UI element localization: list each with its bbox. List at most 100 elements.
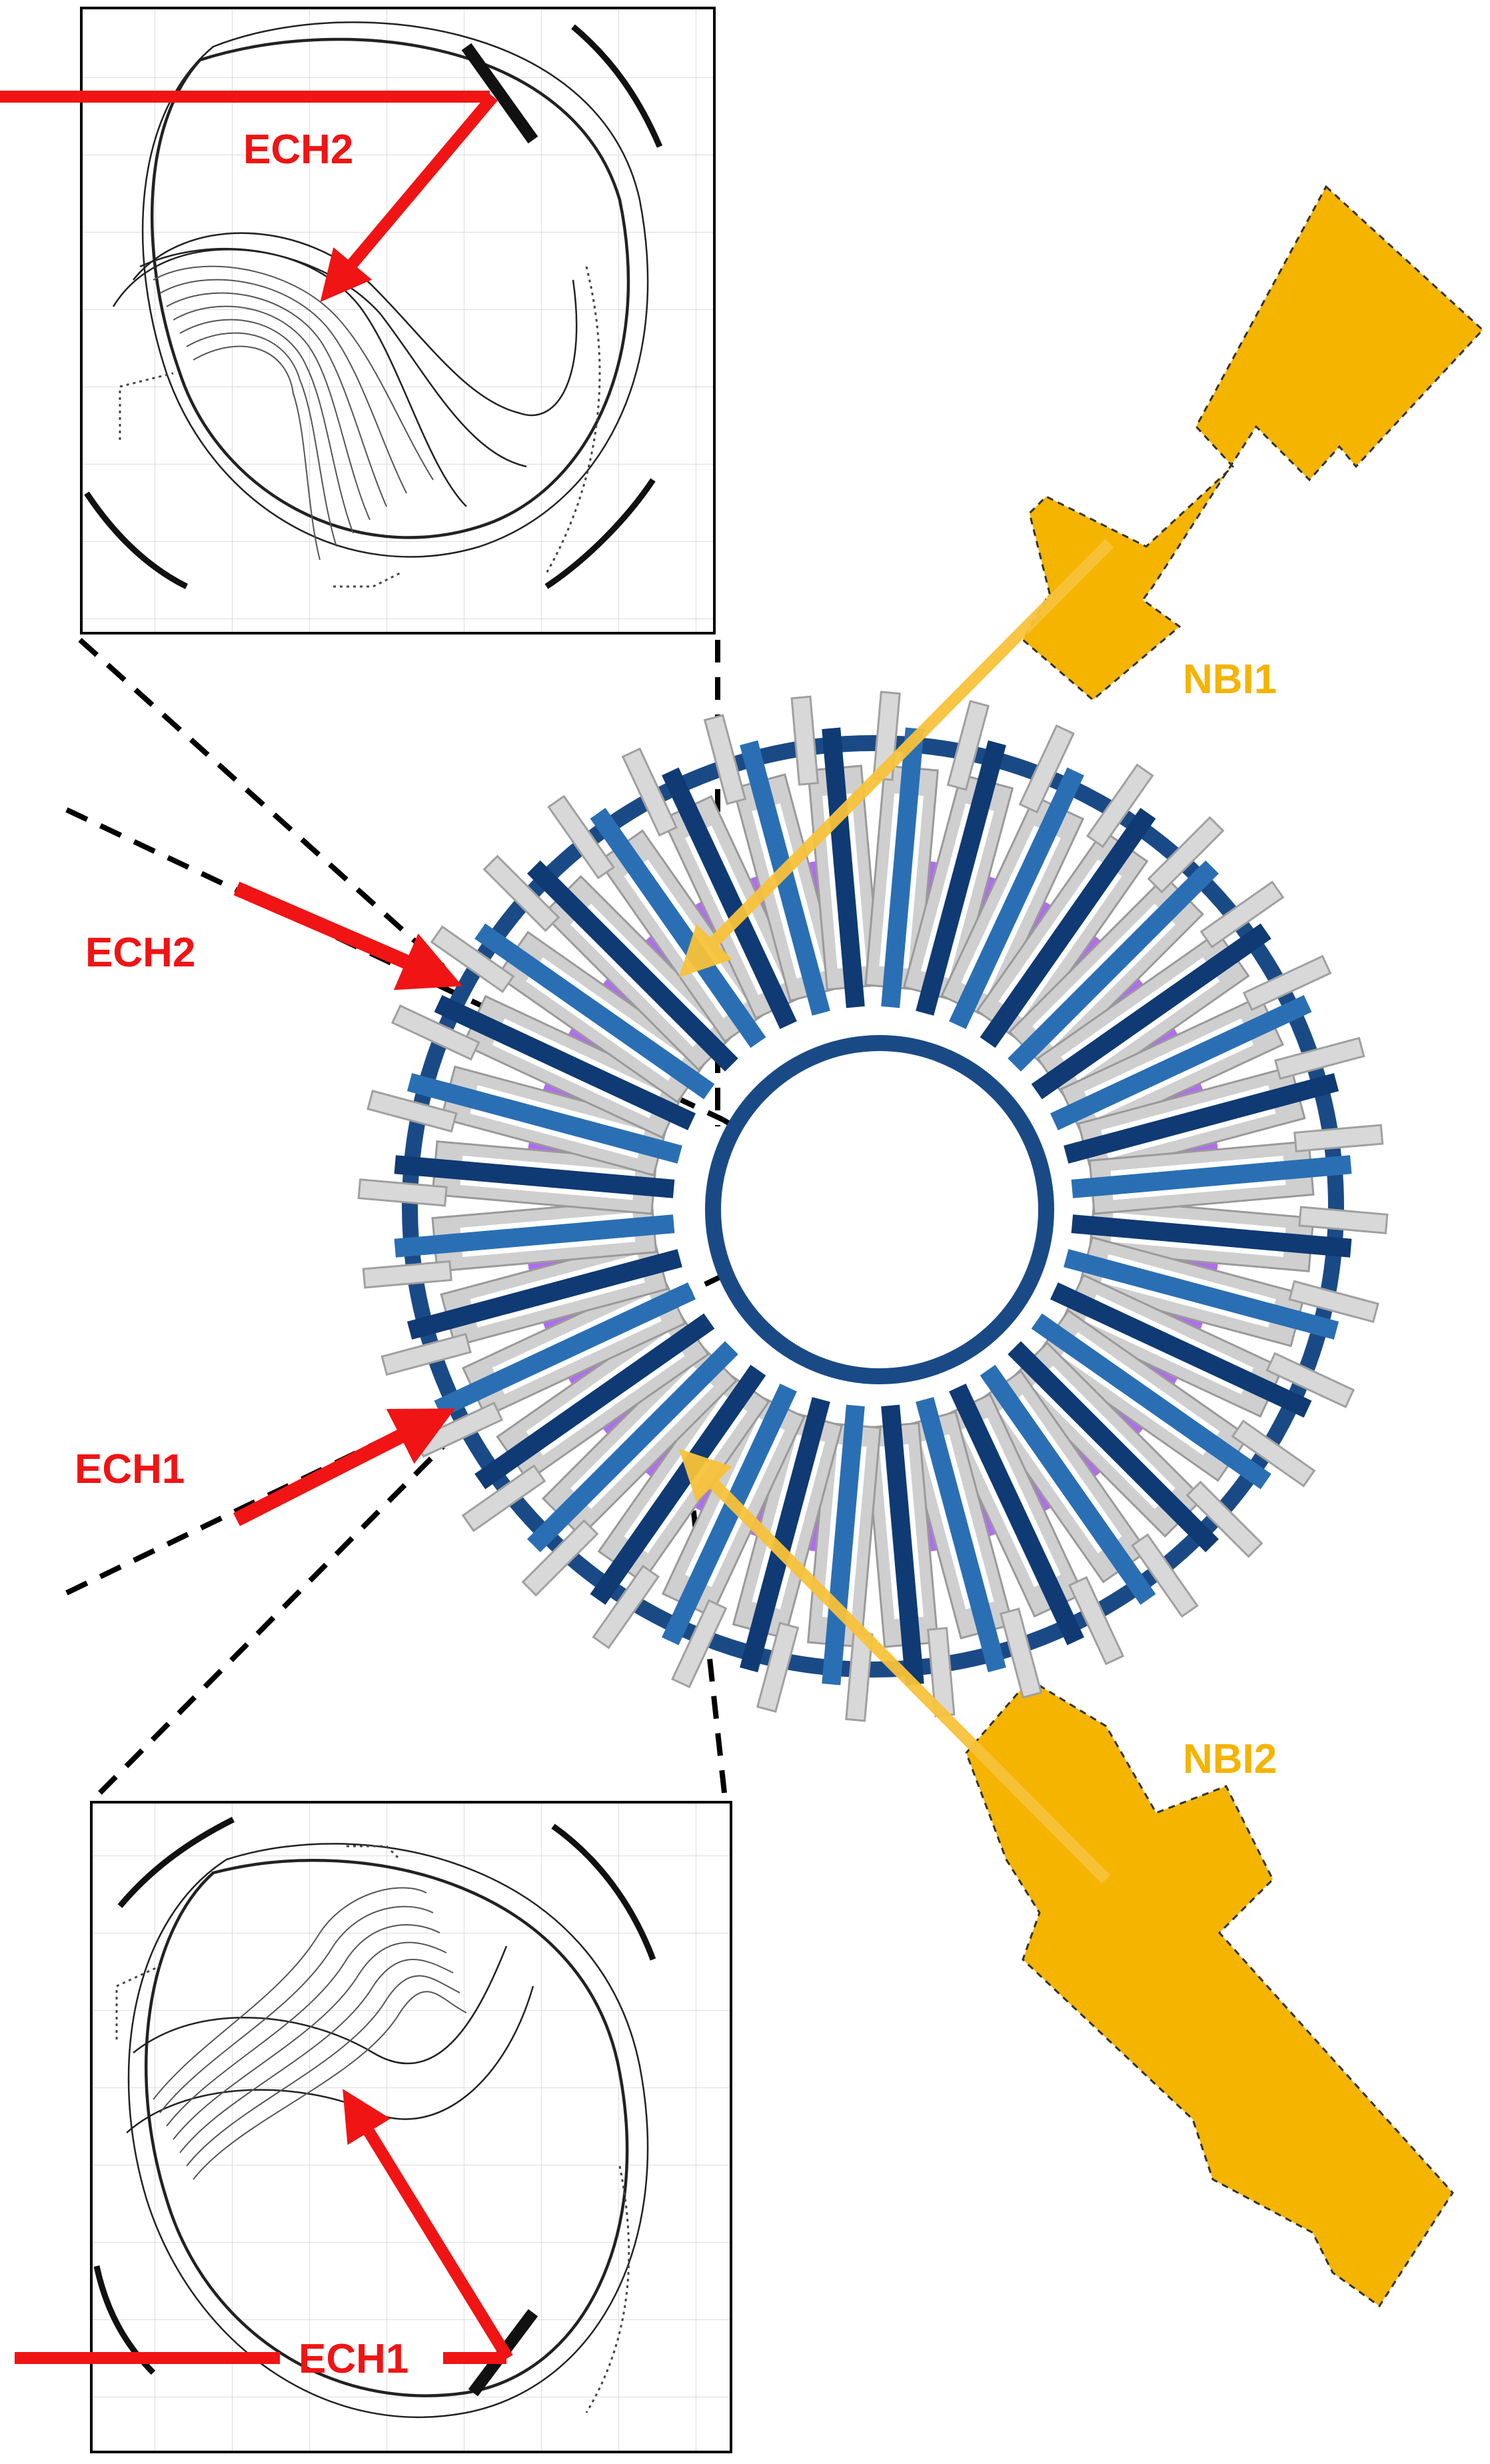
coil-fin xyxy=(756,1622,800,1713)
coil-fin xyxy=(790,695,819,786)
coil-bar xyxy=(662,1383,797,1646)
coil-bar xyxy=(881,1404,924,1686)
coil-fin xyxy=(592,1564,660,1650)
coil-bar xyxy=(526,1341,738,1553)
coil-fin xyxy=(1185,1480,1263,1558)
coil-layer xyxy=(357,690,1389,1722)
coil xyxy=(1008,816,1225,1072)
coil xyxy=(1031,880,1285,1104)
coil-fin xyxy=(946,700,990,791)
coil xyxy=(1031,1309,1316,1490)
bottom-inset: ECH1 xyxy=(15,1801,732,2453)
coil-bar xyxy=(881,727,924,1008)
coil-bar xyxy=(394,1214,675,1258)
coil-fin xyxy=(547,794,615,880)
coil-bar xyxy=(394,1155,675,1198)
coil xyxy=(521,1341,738,1597)
nbi-beam-arrows: NBI1 NBI2 xyxy=(678,539,1277,1884)
launcher-mirror xyxy=(461,43,538,144)
coil-fin xyxy=(1288,1280,1379,1324)
ech-side-arrows: ECH2 ECH1 xyxy=(75,881,462,1526)
coil xyxy=(864,1404,956,1718)
coil xyxy=(362,1198,675,1289)
coil-bar xyxy=(1008,1341,1219,1553)
coil-bar xyxy=(1031,1313,1271,1490)
coil xyxy=(430,923,715,1104)
coil-fin xyxy=(380,1332,472,1376)
coil-bar xyxy=(1050,1282,1312,1418)
ech1-side-label: ECH1 xyxy=(75,1446,185,1492)
coil-bar xyxy=(434,995,696,1130)
coil-fin xyxy=(1018,724,1075,814)
flux-contours xyxy=(153,265,434,561)
top-inset: ECH2 xyxy=(0,7,716,634)
coil-bar xyxy=(980,808,1156,1048)
coil-bar xyxy=(1008,860,1219,1072)
coil-fin xyxy=(362,1260,452,1289)
coil xyxy=(1050,954,1332,1139)
coil-fin xyxy=(1068,1576,1125,1666)
nbi2-injector xyxy=(965,1678,1454,2308)
coil-fin xyxy=(390,1004,480,1061)
coil-bar xyxy=(526,860,738,1072)
coil-bar xyxy=(822,1404,865,1686)
nbi1-beam-arrow xyxy=(678,539,1114,978)
coil xyxy=(940,1383,1125,1666)
coil-fin xyxy=(1086,763,1154,848)
coil-fin xyxy=(1293,1124,1384,1152)
coil xyxy=(1064,1036,1365,1177)
coil-fin xyxy=(367,1089,458,1133)
coil-fin xyxy=(461,1464,546,1532)
coil-bar xyxy=(474,1313,715,1490)
ech1-side-arrow xyxy=(233,1408,455,1526)
nbi1-injector xyxy=(1022,185,1485,701)
coil xyxy=(414,1274,696,1458)
ech2-side-arrow xyxy=(233,881,462,990)
coil-bar xyxy=(1071,1214,1352,1258)
coil-fin xyxy=(621,747,678,837)
coil-bar xyxy=(406,1249,682,1340)
coil xyxy=(940,724,1085,1030)
coil-bar xyxy=(474,923,715,1100)
coil xyxy=(976,1364,1199,1618)
nbi2-beam-arrow xyxy=(678,1448,1111,1884)
coil-fin xyxy=(1274,1036,1365,1080)
nbi1-label: NBI1 xyxy=(1183,656,1277,702)
coil-fin xyxy=(482,854,560,932)
coil-bar xyxy=(916,740,1006,1016)
ech1-beam-arrow xyxy=(343,2089,513,2361)
coil-fin xyxy=(1199,880,1285,948)
coil-bar xyxy=(1064,1073,1339,1164)
coil-fin xyxy=(521,1519,599,1597)
ech1-inset-label: ECH1 xyxy=(299,2336,408,2382)
coil-bar xyxy=(949,1383,1084,1646)
ech2-side-label: ECH2 xyxy=(85,930,195,976)
inner-vessel-ring xyxy=(705,1035,1054,1384)
coil-bar xyxy=(1071,1155,1352,1198)
coil-bar xyxy=(1031,923,1271,1100)
coil-bar xyxy=(590,1364,766,1605)
coil xyxy=(367,1065,682,1177)
coil-fin xyxy=(357,1178,448,1207)
coil xyxy=(1008,1341,1263,1558)
coil-fin xyxy=(1231,1419,1316,1488)
coil-fin xyxy=(999,1608,1043,1699)
coil xyxy=(902,1397,1043,1699)
coil-bar xyxy=(434,1282,696,1418)
coil-bar xyxy=(590,808,766,1048)
coil-fin xyxy=(1265,1352,1355,1408)
coil-bar xyxy=(406,1073,682,1164)
coil xyxy=(732,1397,844,1713)
coil xyxy=(1064,1236,1379,1348)
ech2-beam-arrow xyxy=(320,93,498,303)
coil-bar xyxy=(1064,1249,1339,1340)
stellarator-torus xyxy=(357,690,1389,1722)
ech2-inset-label: ECH2 xyxy=(243,127,353,173)
coil-fin xyxy=(671,1599,728,1689)
coil-fin xyxy=(703,714,747,805)
coil xyxy=(461,1309,715,1532)
coil-fin xyxy=(1131,1533,1199,1618)
coil-bar xyxy=(916,1397,1006,1673)
coil xyxy=(380,1236,682,1376)
